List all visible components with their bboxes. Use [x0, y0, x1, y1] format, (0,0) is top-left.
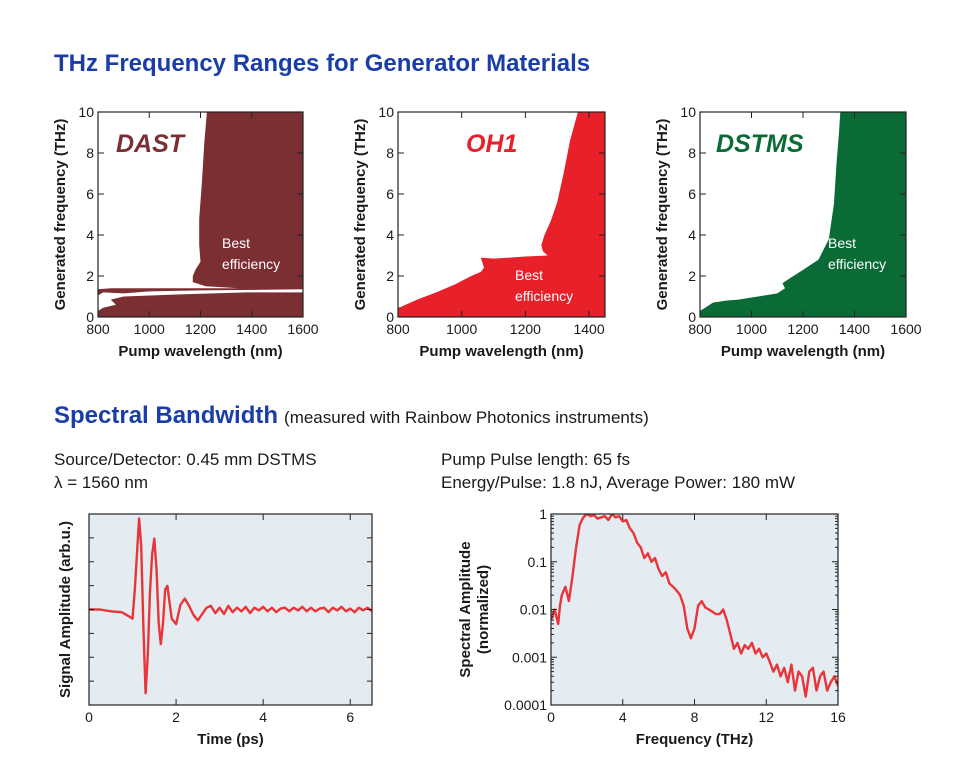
y-axis-label: Spectral Amplitude — [457, 541, 474, 677]
chart-1: DAST Best efficiency 800 1000 1200 1400 1600 0 2 4… — [52, 104, 319, 360]
y-tick-label: 0 — [86, 309, 94, 325]
y-tick-label: 0.1 — [528, 554, 548, 570]
x-tick-label: 1200 — [510, 321, 541, 337]
x-tick-label: 1400 — [236, 321, 267, 337]
lambda-text: λ = 1560 nm — [54, 473, 149, 492]
material-label: DAST — [116, 130, 187, 158]
x-tick-label: 2 — [172, 709, 180, 725]
y-tick-label: 10 — [680, 104, 696, 120]
y-tick-label: 8 — [386, 145, 394, 161]
x-tick-label: 8 — [691, 709, 699, 725]
y-tick-label: 6 — [386, 186, 394, 202]
annotation-best: Best — [222, 235, 250, 251]
annotation-efficiency: efficiency — [222, 256, 280, 272]
y-tick-label: 10 — [78, 104, 94, 120]
annotation-best: Best — [828, 235, 856, 251]
pulse-info: Pump Pulse length: 65 fs Energy/Pulse: 1… — [441, 448, 795, 494]
region-1 — [398, 112, 605, 317]
x-tick-label: 800 — [386, 321, 410, 337]
region-2 — [98, 112, 303, 296]
y-axis-label: Generated frequency (THz) — [52, 119, 69, 311]
y-tick-label: 0.0001 — [504, 697, 547, 713]
y-tick-label: 2 — [386, 268, 394, 284]
y-tick-label: 8 — [86, 145, 94, 161]
section-title-text: Spectral Bandwidth — [54, 402, 279, 429]
y-tick-label: 0.01 — [520, 602, 547, 618]
material-label: OH1 — [466, 130, 517, 158]
x-tick-label: 6 — [346, 709, 354, 725]
x-tick-label: 1000 — [736, 321, 767, 337]
y-tick-label: 4 — [86, 227, 94, 243]
y-tick-label: 10 — [378, 104, 394, 120]
chart-2: OH1 Best efficiency 800 1000 1200 1400 0 2 4 6 8 10 P… — [352, 104, 606, 360]
y-tick-label: 6 — [688, 186, 696, 202]
y-tick-label: 2 — [86, 268, 94, 284]
annotation-efficiency: efficiency — [515, 288, 573, 304]
x-tick-label: 0 — [547, 709, 555, 725]
x-tick-label: 800 — [86, 321, 110, 337]
y-tick-label: 0 — [688, 309, 696, 325]
x-axis-label: Pump wavelength (nm) — [721, 343, 885, 360]
y-tick-label: 1 — [539, 506, 547, 522]
y-tick-label: 6 — [86, 186, 94, 202]
pulse-text: Pump Pulse length: 65 fs — [441, 450, 631, 469]
plot-frame — [397, 111, 606, 318]
series-line — [89, 517, 372, 695]
y-axis-label-line2: (normalized) — [475, 565, 492, 654]
series-line — [551, 514, 838, 698]
x-tick-label: 1200 — [185, 321, 216, 337]
y-axis-label: Generated frequency (THz) — [352, 119, 369, 311]
x-tick-label: 12 — [758, 709, 774, 725]
y-tick-label: 0.001 — [512, 649, 547, 665]
region-1 — [700, 112, 906, 317]
x-axis-label: Pump wavelength (nm) — [118, 343, 282, 360]
chart-5: 0 4 8 12 16 1 0.1 0.01 0.001 0.0001 Frequency (THz… — [457, 506, 846, 748]
x-tick-label: 1000 — [446, 321, 477, 337]
y-tick-label: 8 — [688, 145, 696, 161]
x-tick-label: 4 — [259, 709, 267, 725]
chart-3: DSTMS Best efficiency 800 1000 1200 1400 1600 0 2… — [654, 104, 922, 360]
annotation-best: Best — [515, 267, 543, 283]
annotation-efficiency: efficiency — [828, 256, 886, 272]
y-tick-label: 4 — [386, 227, 394, 243]
energy-text: Energy/Pulse: 1.8 nJ, Average Power: 180… — [441, 473, 796, 492]
x-tick-label: 800 — [688, 321, 712, 337]
region-1 — [98, 292, 303, 317]
x-axis-label: Pump wavelength (nm) — [419, 343, 583, 360]
y-tick-label: 0 — [386, 309, 394, 325]
section-subtitle: (measured with Rainbow Photonics instrum… — [284, 408, 649, 427]
main-title: THz Frequency Ranges for Generator Mater… — [54, 50, 591, 77]
x-tick-label: 1200 — [787, 321, 818, 337]
y-axis-label: Signal Amplitude (arb.u.) — [57, 521, 74, 698]
source-info: Source/Detector: 0.45 mm DSTMS λ = 1560 … — [54, 448, 317, 494]
material-label: DSTMS — [716, 130, 804, 158]
y-axis-label: Generated frequency (THz) — [654, 119, 671, 311]
x-tick-label: 1600 — [890, 321, 921, 337]
x-tick-label: 1400 — [573, 321, 604, 337]
x-tick-label: 4 — [619, 709, 627, 725]
source-text: Source/Detector: 0.45 mm DSTMS — [54, 450, 317, 469]
x-tick-label: 0 — [85, 709, 93, 725]
y-tick-label: 2 — [688, 268, 696, 284]
x-axis-label: Time (ps) — [197, 731, 263, 748]
plot-background — [551, 514, 838, 705]
x-axis-label: Frequency (THz) — [636, 731, 754, 748]
x-tick-label: 1400 — [839, 321, 870, 337]
section-title: Spectral Bandwidth (measured with Rainbow… — [54, 402, 649, 430]
x-tick-label: 1600 — [287, 321, 318, 337]
chart-4: 0 2 4 6 Time (ps) Signal Amplitude (arb.u.) — [57, 513, 373, 748]
x-tick-label: 1000 — [134, 321, 165, 337]
y-tick-label: 4 — [688, 227, 696, 243]
x-tick-label: 16 — [830, 709, 846, 725]
